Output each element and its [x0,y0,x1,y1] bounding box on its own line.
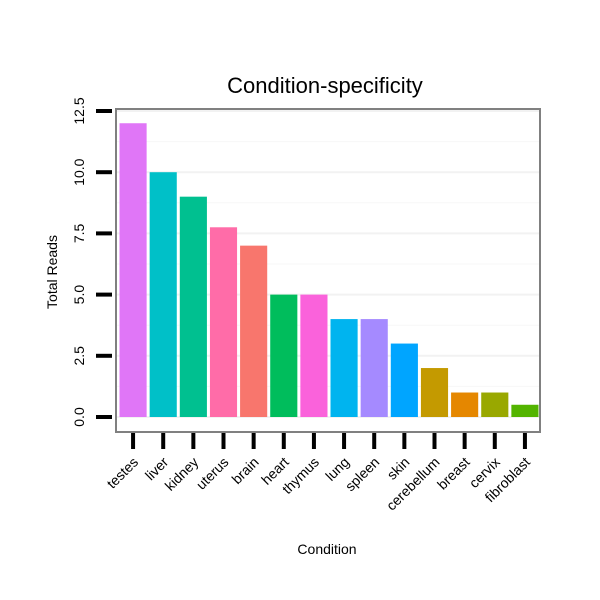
bar-breast [451,392,479,417]
y-tick-label-1: 2.5 [71,346,87,366]
x-tick-label-brain: brain [228,454,261,487]
y-axis: 0.0 2.5 5.0 7.5 10.0 12.5 [71,97,112,427]
x-tick-label-testes: testes [103,454,141,492]
bar-testes [119,123,147,418]
bar-brain [240,245,268,417]
y-tick-label-2: 5.0 [71,285,87,305]
plot-border [115,108,541,433]
grid-lines [116,110,540,418]
x-tick-label-uterus: uterus [193,454,232,493]
bars [119,123,539,418]
bar-thymus [300,294,328,417]
x-tick-label-kidney: kidney [162,454,202,494]
bar-lung [330,319,358,417]
bar-cerebellum [420,368,449,417]
bar-fibroblast [511,404,539,417]
y-axis-label: Total Reads [44,235,60,309]
bar-skin [390,343,418,417]
bar-cervix [481,392,509,417]
x-tick-label-spleen: spleen [342,454,382,494]
chart-title: Condition-specificity [227,73,423,98]
x-tick-label-breast: breast [434,454,473,493]
bar-liver [149,172,177,417]
y-tick-label-5: 12.5 [71,97,87,124]
y-tick-label-0: 0.0 [71,407,87,427]
bar-heart [270,294,298,417]
x-axis-label: Condition [297,541,356,557]
y-tick-label-4: 10.0 [71,158,87,185]
bar-spleen [360,319,388,417]
y-tick-label-3: 7.5 [71,223,87,243]
bar-kidney [179,196,207,417]
bar-uterus [209,227,238,417]
